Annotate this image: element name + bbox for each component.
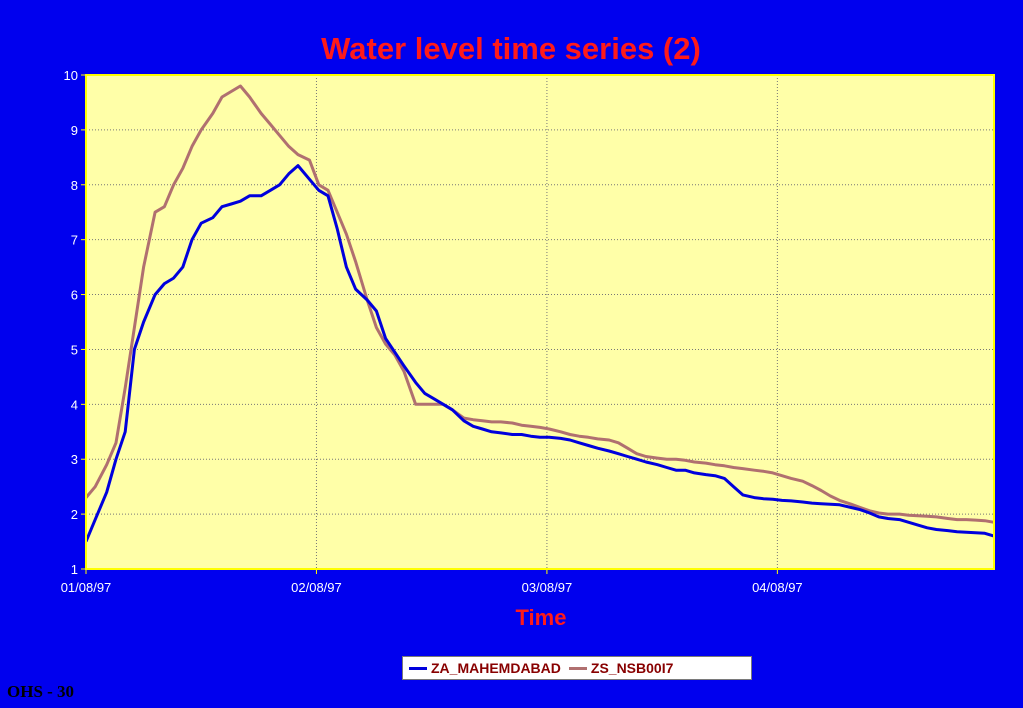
tick-labels: 1 2 3 4 5 6 7 8 9 10 01/08/97 02/08/97 03/08/97 04/08… [61, 68, 803, 595]
chart-title: Water level time series (2) [321, 31, 701, 66]
y-tick-label-4: 4 [71, 397, 78, 412]
y-tick-label-6: 6 [71, 288, 78, 303]
x-tick-label-2: 03/08/97 [522, 580, 573, 595]
plot-frame [85, 74, 995, 570]
series-line-za-mahemdabad [84, 164, 995, 543]
y-tick-label-1: 1 [71, 562, 78, 577]
y-tick-label-8: 8 [71, 178, 78, 193]
y-tick-label-9: 9 [71, 123, 78, 138]
y-tick-label-5: 5 [71, 342, 78, 357]
y-tick-label-2: 2 [71, 507, 78, 522]
legend-entry-zs-nsb00i7: ZS_NSB00I7 [568, 660, 674, 676]
y-tick-label-7: 7 [71, 233, 78, 248]
series-line-zs-nsb00i7 [84, 84, 995, 524]
chart-legend: ZA_MAHEMDABAD ZS_NSB00I7 [402, 656, 752, 680]
legend-swatch-za-mahemdabad [409, 666, 427, 670]
legend-label-za-mahemdabad: ZA_MAHEMDABAD [431, 660, 561, 676]
x-tick-label-0: 01/08/97 [61, 580, 112, 595]
legend-label-zs-nsb00i7: ZS_NSB00I7 [590, 660, 674, 676]
y-tick-label-3: 3 [71, 452, 78, 467]
axes [81, 74, 995, 574]
x-axis-label: Time [516, 605, 567, 630]
plot-area [86, 75, 994, 569]
grid-lines [86, 75, 994, 569]
series-lines [84, 84, 995, 543]
legend-swatch-zs-nsb00i7 [568, 666, 587, 670]
slide-footer-label: OHS - 30 [7, 682, 75, 701]
y-tick-label-10: 10 [64, 68, 78, 83]
x-tick-label-3: 04/08/97 [752, 580, 803, 595]
x-tick-label-1: 02/08/97 [291, 580, 342, 595]
legend-entry-za-mahemdabad: ZA_MAHEMDABAD [409, 660, 561, 676]
